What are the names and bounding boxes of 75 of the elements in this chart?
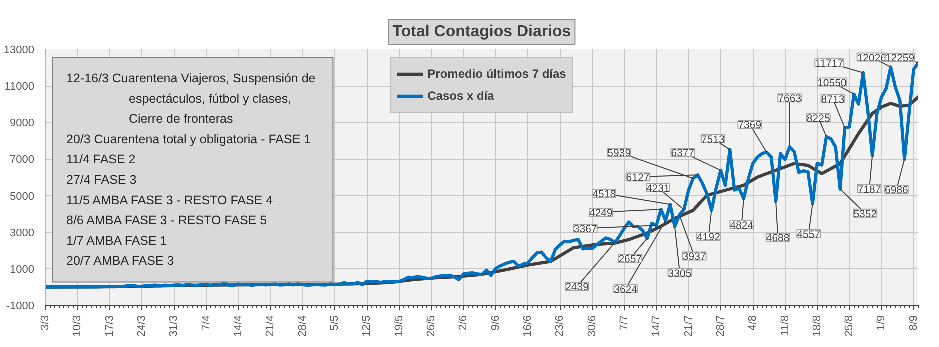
annotation: 4824	[730, 220, 754, 232]
legend-label: Casos x día	[428, 89, 494, 103]
x-tick-label: 17/3	[104, 315, 116, 337]
x-tick-label: 14/7	[650, 315, 663, 337]
x-tick-label: 7/4	[200, 315, 212, 331]
y-tick-label: 9000	[10, 118, 35, 130]
chart-title: Total Contagios Diarios	[392, 24, 572, 40]
annotation: 2657	[618, 254, 642, 266]
x-tick-label: 5/5	[328, 315, 341, 331]
y-tick-label: 1000	[10, 264, 35, 276]
annotation: 4231	[646, 182, 670, 195]
x-tick-label: 18/8	[811, 315, 824, 337]
annotation: 7663	[778, 93, 802, 106]
annotation: 3305	[668, 268, 692, 280]
annotation: 8713	[821, 94, 845, 106]
x-tick-label: 16/6	[522, 315, 534, 337]
annotation: 3367	[574, 224, 598, 236]
x-tick-label: 9/6	[490, 315, 502, 331]
x-tick-label: 28/4	[296, 315, 309, 337]
y-tick-label: 11000	[4, 81, 35, 94]
annotation: 4557	[797, 228, 821, 241]
annotation: 11717	[815, 58, 844, 70]
annotation: 11/4 FASE 2	[66, 152, 136, 167]
annotation: 1/7 AMBA FASE 1	[66, 234, 168, 248]
x-tick-label: 26/5	[425, 315, 438, 337]
annotation: 5352	[854, 208, 878, 220]
annotation: 4192	[697, 232, 721, 244]
annotation: 27/4 FASE 3	[66, 173, 137, 187]
annotation: 3937	[682, 251, 706, 264]
annotation: 8/6 AMBA FASE 3 - RESTO FASE 5	[66, 214, 268, 228]
x-tick-label: 12/5	[361, 315, 374, 337]
annotation: 7369	[738, 119, 762, 132]
x-tick-label: 21/4	[264, 315, 277, 337]
y-tick-label: 7000	[10, 154, 35, 166]
annotation: 8225	[806, 112, 830, 125]
annotation: 12026	[857, 52, 887, 64]
x-tick-label: 28/7	[714, 315, 727, 337]
x-tick-label: 3/3	[40, 315, 52, 331]
x-tick-label: 1/9	[876, 315, 888, 331]
x-tick-label: 14/4	[232, 315, 244, 337]
y-tick-label: 3000	[10, 227, 35, 240]
x-tick-label: 31/3	[168, 315, 180, 337]
annotation: 5939	[608, 148, 632, 160]
annotation: 10550	[818, 77, 847, 90]
x-tick-label: 23/6	[554, 315, 566, 337]
y-tick-label: 5000	[10, 190, 35, 203]
annotation: 4249	[590, 208, 614, 220]
annotation: 6377	[671, 148, 695, 160]
annotation: 3624	[614, 284, 638, 296]
y-tick-label: -1000	[6, 300, 35, 312]
annotation: 11/5 AMBA FASE 3 - RESTO FASE 4	[66, 193, 274, 208]
x-tick-label: 11/8	[779, 316, 792, 336]
annotation: 4518	[592, 188, 616, 201]
annotation: 7513	[701, 134, 725, 146]
y-tick-label: 13000	[4, 44, 35, 56]
annotation: 4688	[766, 232, 790, 244]
annotation: 2439	[566, 282, 590, 294]
x-tick-label: 2/6	[458, 315, 470, 331]
legend-label: Promedio últimos 7 días	[428, 67, 566, 81]
x-tick-label: 7/7	[618, 315, 630, 331]
annotation: 12259	[885, 52, 915, 65]
x-tick-label: 21/7	[682, 315, 695, 337]
annotation: 6127	[626, 172, 650, 184]
x-tick-label: 25/8	[844, 315, 856, 337]
x-tick-label: 30/6	[586, 315, 598, 337]
x-tick-label: 10/3	[72, 315, 84, 337]
x-tick-label: 19/5	[393, 315, 406, 337]
annotation: 20/3 Cuarentena total y obligatoria - FASE 1	[66, 132, 312, 146]
annotation: 20/7 AMBA FASE 3	[66, 254, 174, 268]
x-tick-label: 24/3	[136, 315, 148, 337]
annotation: 6986	[885, 184, 909, 196]
annotation: 12-16/3 Cuarentena Viajeros, Suspensión de espectáculos, fútbol y clases, Cierre de fronteras	[66, 72, 316, 126]
x-tick-label: 8/9	[908, 315, 920, 331]
annotation: 7187	[858, 184, 882, 196]
x-tick-label: 4/8	[747, 315, 760, 331]
